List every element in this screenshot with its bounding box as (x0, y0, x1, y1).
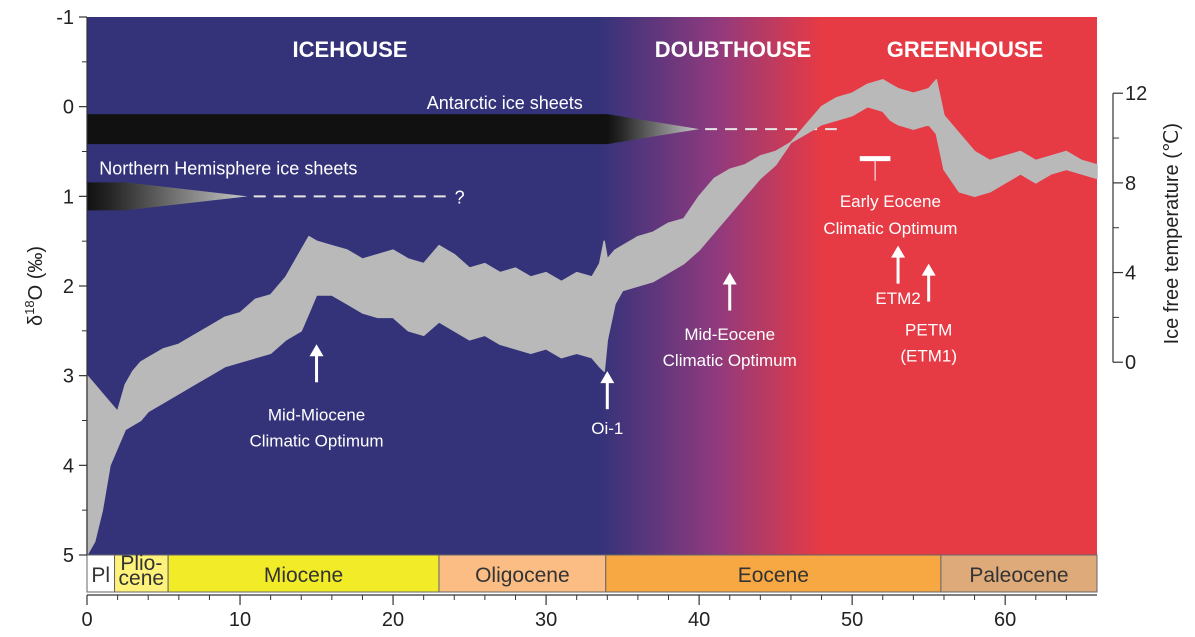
period-label-greenhouse: GREENHOUSE (887, 37, 1043, 62)
annotation: Oi-1 (591, 371, 623, 438)
annotation-label: Climatic Optimum (663, 351, 797, 370)
ice-sheet-question-mark: ? (455, 187, 465, 207)
epoch-cell (438, 554, 607, 593)
epoch-bar: Pl Plio-cene Miocene Oligocene Eocene Paleoce… (86, 552, 1098, 593)
epoch-label: Miocene (264, 564, 343, 587)
annotation: Mid-Eocene Climatic Optimum (663, 272, 797, 370)
annotation: Mid-Miocene Climatic Optimum (249, 344, 384, 451)
period-label-icehouse: ICEHOUSE (293, 37, 408, 62)
y-tick-label: 2 (63, 276, 74, 298)
event-annotations: Mid-Miocene Climatic Optimum Oi-1 Mid-Eocen… (249, 156, 957, 451)
ice-sheet-bars: Antarctic ice sheets? Northern Hemisphere… (87, 93, 837, 211)
epoch-label: Pl (91, 564, 110, 587)
eeco-label: Climatic Optimum (823, 219, 957, 238)
epoch-label: Plio- (120, 552, 162, 575)
climate-period-labels: ICEHOUSE DOUBTHOUSE GREENHOUSE (293, 37, 1044, 62)
y-tick-label: 5 (63, 545, 74, 567)
epoch-cell (86, 554, 116, 593)
annotation-arrow-head (722, 272, 737, 285)
x-tick-label: 30 (535, 609, 557, 631)
annotation-label: ETM2 (875, 289, 920, 308)
annotation-label: Oi-1 (591, 419, 623, 438)
y2-tick-label: 12 (1125, 83, 1147, 105)
epoch-cell (114, 554, 169, 593)
annotation-arrow-head (600, 371, 615, 384)
y-tick-label: -1 (56, 7, 74, 29)
annotation: ETM2 (875, 245, 921, 308)
epoch-label: Eocene (738, 564, 809, 587)
epoch-cell (167, 554, 440, 593)
y2-tick-label: 8 (1125, 173, 1136, 195)
annotation-label: (ETM1) (900, 346, 957, 365)
annotation-arrow-head (921, 263, 936, 276)
y-axis-label: δ18O (‰) (22, 246, 47, 326)
y2-tick-label: 4 (1125, 263, 1136, 285)
y-tick-label: 0 (63, 97, 74, 119)
y2-axis-label: Ice free temperature (℃) (1161, 123, 1183, 344)
eeco-label: Early Eocene (840, 192, 941, 211)
x-tick-label: 0 (81, 609, 92, 631)
ice-sheet-label: Antarctic ice sheets (427, 93, 583, 113)
y-tick-label: 4 (63, 455, 74, 477)
delta18O-envelope (86, 79, 1098, 556)
y2-tick-label: 0 (1125, 352, 1136, 374)
annotation-arrow-head (891, 245, 906, 258)
annotation-arrow-head (309, 344, 324, 357)
delta18O-band (86, 79, 1098, 556)
x-tick-label: 40 (688, 609, 710, 631)
epoch-label: Oligocene (475, 564, 570, 587)
annotation-label: PETM (905, 320, 952, 339)
ice-sheet-label: Northern Hemisphere ice sheets (99, 158, 357, 178)
x-tick-label: 50 (841, 609, 863, 631)
ice-sheet-bar (87, 114, 700, 145)
x-tick-label: 60 (994, 609, 1016, 631)
epoch-cell (605, 554, 942, 593)
annotation: PETM (ETM1) (900, 263, 957, 365)
period-label-doubthouse: DOUBTHOUSE (655, 37, 811, 62)
epoch-label: Paleocene (969, 564, 1068, 587)
y-tick-label: 1 (63, 186, 74, 208)
x-tick-label: 10 (229, 609, 251, 631)
annotation-label: Mid-Eocene (684, 325, 775, 344)
x-tick-label: 20 (382, 609, 404, 631)
epoch-cell (940, 554, 1098, 593)
epoch-label: cene (119, 567, 165, 590)
annotation-label: Mid-Miocene (268, 406, 365, 425)
y-tick-label: 3 (63, 366, 74, 388)
ice-sheet-bar (87, 182, 248, 211)
annotation-label: Climatic Optimum (249, 432, 383, 451)
